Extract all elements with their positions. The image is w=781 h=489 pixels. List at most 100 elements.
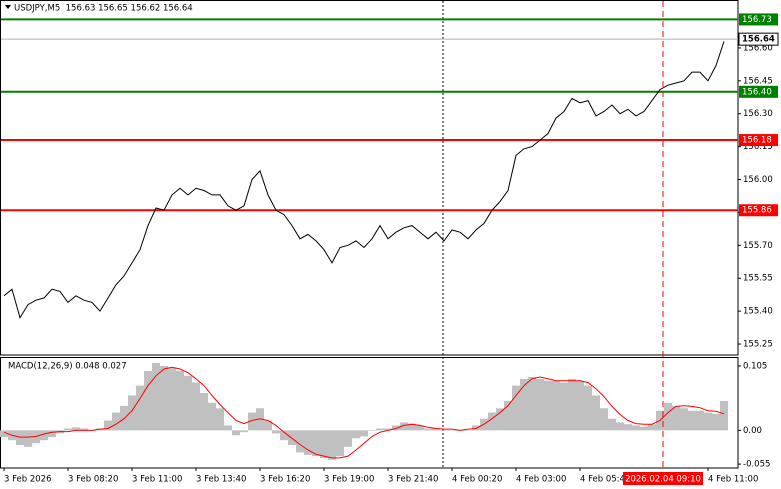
macd-bar — [568, 378, 576, 431]
x-tick-label: 3 Feb 21:40 — [388, 475, 438, 485]
macd-bar — [320, 430, 328, 458]
macd-bar — [504, 400, 512, 431]
macd-bar — [496, 408, 504, 431]
macd-bar — [536, 378, 544, 431]
macd-bar — [552, 380, 560, 431]
macd-bar — [352, 430, 360, 439]
macd-bar — [400, 422, 408, 431]
macd-bar — [184, 375, 192, 431]
macd-bar — [512, 385, 520, 431]
macd-bar — [264, 420, 272, 431]
y-tick-label: 155.25 — [743, 340, 773, 350]
macd-bar — [360, 430, 368, 437]
macd-bar — [16, 430, 24, 446]
macd-bar — [712, 413, 720, 431]
y-tick-label: 155.55 — [743, 274, 773, 284]
macd-bar — [680, 408, 688, 431]
macd-panel — [0, 357, 739, 469]
x-tick-label: 4 Feb 00:20 — [452, 475, 502, 485]
macd-bar — [304, 430, 312, 455]
macd-bar — [160, 365, 168, 431]
macd-bar — [168, 367, 176, 431]
macd-bar — [312, 430, 320, 457]
y-tick-label: 155.70 — [743, 241, 773, 251]
macd-bar — [608, 418, 616, 431]
macd-bar — [200, 392, 208, 431]
x-tick-label: 4 Feb 03:00 — [516, 475, 566, 485]
x-tick-label: 3 Feb 2026 — [4, 475, 52, 485]
macd-bar — [40, 430, 48, 441]
x-tick-label: 3 Feb 08:20 — [68, 475, 118, 485]
macd-bar — [240, 430, 248, 433]
macd-bar — [576, 380, 584, 431]
macd-bar — [488, 412, 496, 431]
macd-bar — [208, 402, 216, 431]
x-tick-label: 4 Feb 11:00 — [708, 475, 758, 485]
macd-bar — [272, 430, 280, 434]
macd-bar — [632, 425, 640, 431]
level-label: 156.73 — [742, 15, 772, 25]
macd-bar — [416, 425, 424, 431]
y-tick-label: -0.055 — [743, 460, 770, 470]
macd-bar — [616, 422, 624, 431]
macd-bar — [104, 420, 112, 431]
macd-bar — [584, 385, 592, 431]
crosshair-label-box — [623, 472, 703, 485]
macd-bar — [592, 395, 600, 431]
macd-bar — [144, 370, 152, 431]
level-label: 155.86 — [742, 206, 772, 216]
macd-bar — [528, 377, 536, 431]
macd-bar — [192, 382, 200, 431]
macd-title: MACD(12,26,9) 0.048 0.027 — [8, 362, 127, 372]
macd-bar — [408, 423, 416, 431]
macd-bar — [664, 402, 672, 431]
x-tick-label: 3 Feb 11:00 — [132, 475, 182, 485]
macd-bar — [280, 430, 288, 441]
price-line — [3, 41, 725, 319]
last-price-box — [738, 32, 779, 46]
macd-bar — [136, 385, 144, 431]
y-tick-label: 156.60 — [743, 43, 773, 53]
macd-bar — [424, 428, 432, 431]
macd-bar — [392, 425, 400, 431]
macd-bar — [472, 425, 480, 431]
macd-bar — [112, 412, 120, 431]
macd-bar — [296, 430, 304, 453]
macd-bar — [72, 427, 80, 431]
x-tick-label: 3 Feb 13:40 — [196, 475, 246, 485]
macd-bar — [328, 430, 336, 460]
macd-bar — [376, 428, 384, 431]
macd-bar — [448, 430, 456, 431]
macd-bar — [80, 428, 88, 431]
macd-bar — [336, 430, 344, 457]
x-tick-label: 3 Feb 19:00 — [324, 475, 374, 485]
macd-bar — [64, 428, 72, 431]
macd-bar — [720, 400, 728, 431]
price-panel — [0, 0, 739, 356]
last-price-label: 156.64 — [742, 35, 775, 45]
macd-bar — [704, 412, 712, 431]
macd-bar — [544, 380, 552, 431]
level-label-box — [739, 13, 778, 26]
macd-bar — [24, 430, 32, 447]
macd-bar — [672, 405, 680, 431]
macd-bar — [440, 430, 448, 431]
y-tick-label: 156.00 — [743, 175, 773, 185]
level-label-box — [739, 204, 778, 217]
macd-bar — [216, 408, 224, 431]
macd-bar — [696, 410, 704, 431]
macd-bar — [464, 430, 472, 431]
macd-bar — [128, 395, 136, 431]
y-tick-label: 156.30 — [743, 109, 773, 119]
macd-bar — [688, 410, 696, 431]
level-label: 156.18 — [742, 136, 772, 146]
y-tick-label: 0.105 — [743, 361, 767, 371]
macd-bar — [48, 430, 56, 438]
price-title: USDJPY,M5 156.63 156.65 156.62 156.64 — [14, 4, 193, 14]
macd-bar — [256, 408, 264, 431]
macd-bar — [600, 408, 608, 431]
x-tick-label: 3 Feb 16:20 — [260, 475, 310, 485]
macd-bar — [432, 428, 440, 431]
macd-bar — [224, 425, 232, 431]
macd-bar — [640, 426, 648, 431]
